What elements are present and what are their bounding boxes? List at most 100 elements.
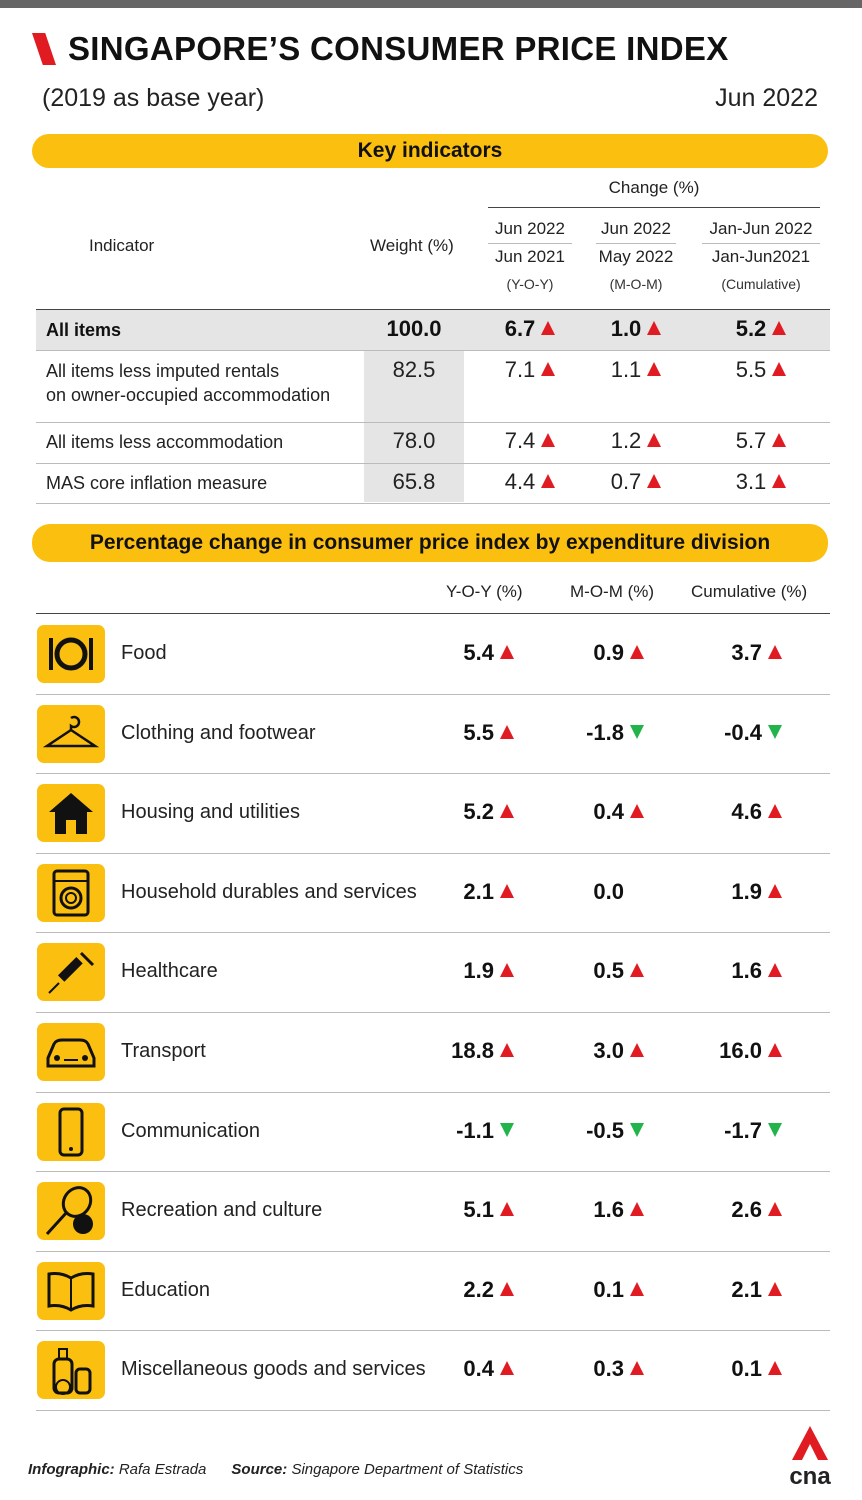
increase-arrow-icon <box>768 1361 782 1375</box>
increase-arrow-icon <box>768 963 782 977</box>
division-cum-cell: 3.7 <box>672 640 782 666</box>
division-mom-cell: 0.0 <box>548 879 644 905</box>
division-label: Transport <box>121 1040 206 1062</box>
increase-arrow-icon <box>647 474 662 488</box>
division-cum-cell: 1.6 <box>672 958 782 984</box>
division-cum-cell: 2.6 <box>672 1197 782 1223</box>
increase-arrow-icon <box>630 1282 644 1296</box>
ki-row-label: All items less imputed rentals <box>46 361 280 381</box>
division-row-rule <box>36 773 830 774</box>
ki-cum-value: 3.1 <box>735 469 767 494</box>
division-yoy-value: -1.1 <box>456 1118 494 1143</box>
ki-cum-cell: 5.5 <box>702 357 820 383</box>
ki-cum-value: 5.2 <box>735 316 767 341</box>
division-mom-cell: 3.0 <box>548 1038 644 1064</box>
divisions-header-rule <box>36 613 830 614</box>
ki-yoy-value: 4.4 <box>504 469 536 494</box>
division-row-rule <box>36 853 830 854</box>
division-mom-value: 1.6 <box>593 1197 624 1222</box>
ki-yoy-cell: 7.1 <box>488 357 572 383</box>
increase-arrow-icon <box>541 321 556 335</box>
ki-row-label-line2: on owner-occupied accommodation <box>46 385 331 405</box>
increase-arrow-icon <box>647 321 662 335</box>
increase-arrow-icon <box>768 804 782 818</box>
ki-yoy-value: 7.4 <box>504 428 536 453</box>
ki-row-rule <box>36 503 830 504</box>
ki-yoy-value: 7.1 <box>504 357 536 382</box>
ki-weight: 82.5 <box>392 357 436 382</box>
division-yoy-value: 2.1 <box>463 879 494 904</box>
change-col-mid: May 2022 <box>598 247 674 266</box>
division-mom-cell: 0.4 <box>548 799 644 825</box>
cumulative-header: Cumulative (%) <box>691 582 808 601</box>
division-yoy-value: 2.2 <box>463 1277 494 1302</box>
mom-header: M-O-M (%) <box>570 582 655 601</box>
increase-arrow-icon <box>541 433 556 447</box>
change-col-rule <box>702 243 820 244</box>
ki-yoy-value: 6.7 <box>504 316 536 341</box>
ki-weight: 78.0 <box>392 428 436 453</box>
division-mom-cell: 0.9 <box>548 640 644 666</box>
division-mom-value: 0.0 <box>593 879 624 904</box>
ki-mom-value: 1.2 <box>610 428 642 453</box>
increase-arrow-icon <box>541 362 556 376</box>
ki-yoy-cell: 7.4 <box>488 428 572 454</box>
report-date: Jun 2022 <box>715 84 818 112</box>
increase-arrow-icon <box>630 1202 644 1216</box>
division-cum-value: 2.1 <box>731 1277 762 1302</box>
decrease-arrow-icon <box>630 725 644 739</box>
ki-row-label: All items less accommodation <box>46 432 284 452</box>
division-yoy-value: 5.5 <box>463 720 494 745</box>
ki-row-rule <box>36 350 830 351</box>
division-row-rule <box>36 1410 830 1411</box>
division-label: Food <box>121 642 167 664</box>
division-mom-cell: -1.8 <box>548 720 644 746</box>
change-col-top: Jun 2022 <box>495 219 565 238</box>
change-col-sub: (Y-O-Y) <box>506 276 554 292</box>
decrease-arrow-icon <box>500 1123 514 1137</box>
division-row-rule <box>36 1251 830 1252</box>
weight-header: Weight (%) <box>370 236 454 255</box>
division-row-rule <box>36 1012 830 1013</box>
increase-arrow-icon <box>500 1202 514 1216</box>
division-cum-cell: -0.4 <box>672 720 782 746</box>
ki-yoy-cell: 6.7 <box>488 316 572 342</box>
increase-arrow-icon <box>500 1361 514 1375</box>
increase-arrow-icon <box>630 963 644 977</box>
division-yoy-cell: 5.2 <box>418 799 514 825</box>
ki-mom-cell: 1.0 <box>596 316 676 342</box>
division-mom-value: 0.5 <box>593 958 624 983</box>
source-name: Singapore Department of Statistics <box>291 1461 524 1478</box>
title-slash-mark <box>32 33 56 65</box>
division-label: Housing and utilities <box>121 801 300 823</box>
increase-arrow-icon <box>768 1282 782 1296</box>
footer-credits: Infographic: Rafa Estrada Source: Singap… <box>28 1461 523 1478</box>
division-cum-cell: -1.7 <box>672 1118 782 1144</box>
title-block: SINGAPORE’S CONSUMER PRICE INDEX <box>32 30 729 68</box>
division-label: Miscellaneous goods and services <box>121 1358 426 1380</box>
ki-mom-value: 1.0 <box>610 316 642 341</box>
division-yoy-value: 0.4 <box>463 1356 494 1381</box>
washing-machine-icon <box>37 864 105 922</box>
racket-ball-icon <box>37 1182 105 1240</box>
ki-row-label: All items <box>46 320 122 340</box>
division-mom-value: 0.1 <box>593 1277 624 1302</box>
division-yoy-cell: 5.4 <box>418 640 514 666</box>
division-label: Education <box>121 1279 210 1301</box>
division-cum-cell: 2.1 <box>672 1277 782 1303</box>
change-col-rule <box>488 243 572 244</box>
division-yoy-cell: 0.4 <box>418 1356 514 1382</box>
ki-row-rule <box>36 422 830 423</box>
division-mom-cell: 1.6 <box>548 1197 644 1223</box>
division-cum-value: 2.6 <box>731 1197 762 1222</box>
division-cum-cell: 4.6 <box>672 799 782 825</box>
change-col-mid: Jun 2021 <box>495 247 565 266</box>
division-yoy-value: 5.2 <box>463 799 494 824</box>
increase-arrow-icon <box>772 321 787 335</box>
change-col-sub: (M-O-M) <box>609 276 663 292</box>
ki-weight: 100.0 <box>386 316 442 341</box>
division-row-rule <box>36 1171 830 1172</box>
division-cum-value: 16.0 <box>719 1038 762 1063</box>
top-bar <box>0 0 862 8</box>
division-yoy-cell: 1.9 <box>418 958 514 984</box>
